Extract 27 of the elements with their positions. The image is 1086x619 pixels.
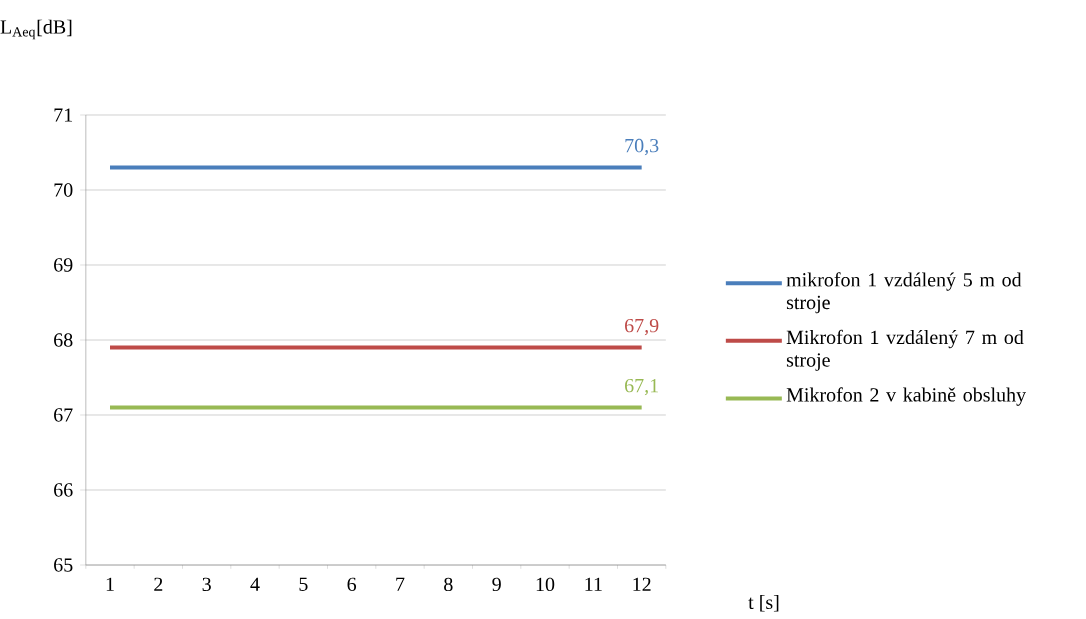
y-tick-label: 70 (54, 183, 73, 197)
legend-label: Mikrofon 2 v kabině obsluhy (786, 387, 1026, 406)
y-axis-title: L$_{Aeq}$[dB] (0, 19, 72, 40)
x-tick-label: 1 (106, 577, 114, 591)
x-tick-label: 3 (202, 577, 211, 592)
x-tick-label: 8 (444, 577, 453, 592)
x-tick-label: 6 (347, 577, 357, 592)
x-tick-label: 10 (536, 577, 555, 592)
x-tick-label: 2 (154, 577, 163, 591)
y-tick-label: 65 (54, 558, 73, 572)
legend-label: Mikrofon 1 vzdálený 7 m od stroje (786, 329, 1024, 371)
y-tick-label: 67 (54, 408, 73, 422)
y-tick-label: 66 (54, 483, 73, 497)
data-label: 67,1 (625, 378, 658, 396)
x-tick-label: 4 (250, 577, 260, 591)
y-tick-label: 69 (54, 258, 73, 272)
x-tick-label: 9 (492, 577, 501, 592)
x-tick-label: 12 (633, 577, 651, 591)
x-tick-label: 5 (299, 577, 308, 591)
legend-label: mikrofon 1 vzdálený 5 m od stroje (786, 272, 1022, 314)
data-label: 67,9 (625, 318, 659, 336)
x-tick-label: 11 (585, 577, 602, 591)
data-label: 70,3 (625, 138, 659, 156)
x-tick-label: 7 (396, 577, 405, 591)
x-axis-title: t [s] (748, 594, 779, 612)
y-tick-label: 71 (54, 108, 73, 122)
y-tick-label: 68 (54, 333, 73, 347)
